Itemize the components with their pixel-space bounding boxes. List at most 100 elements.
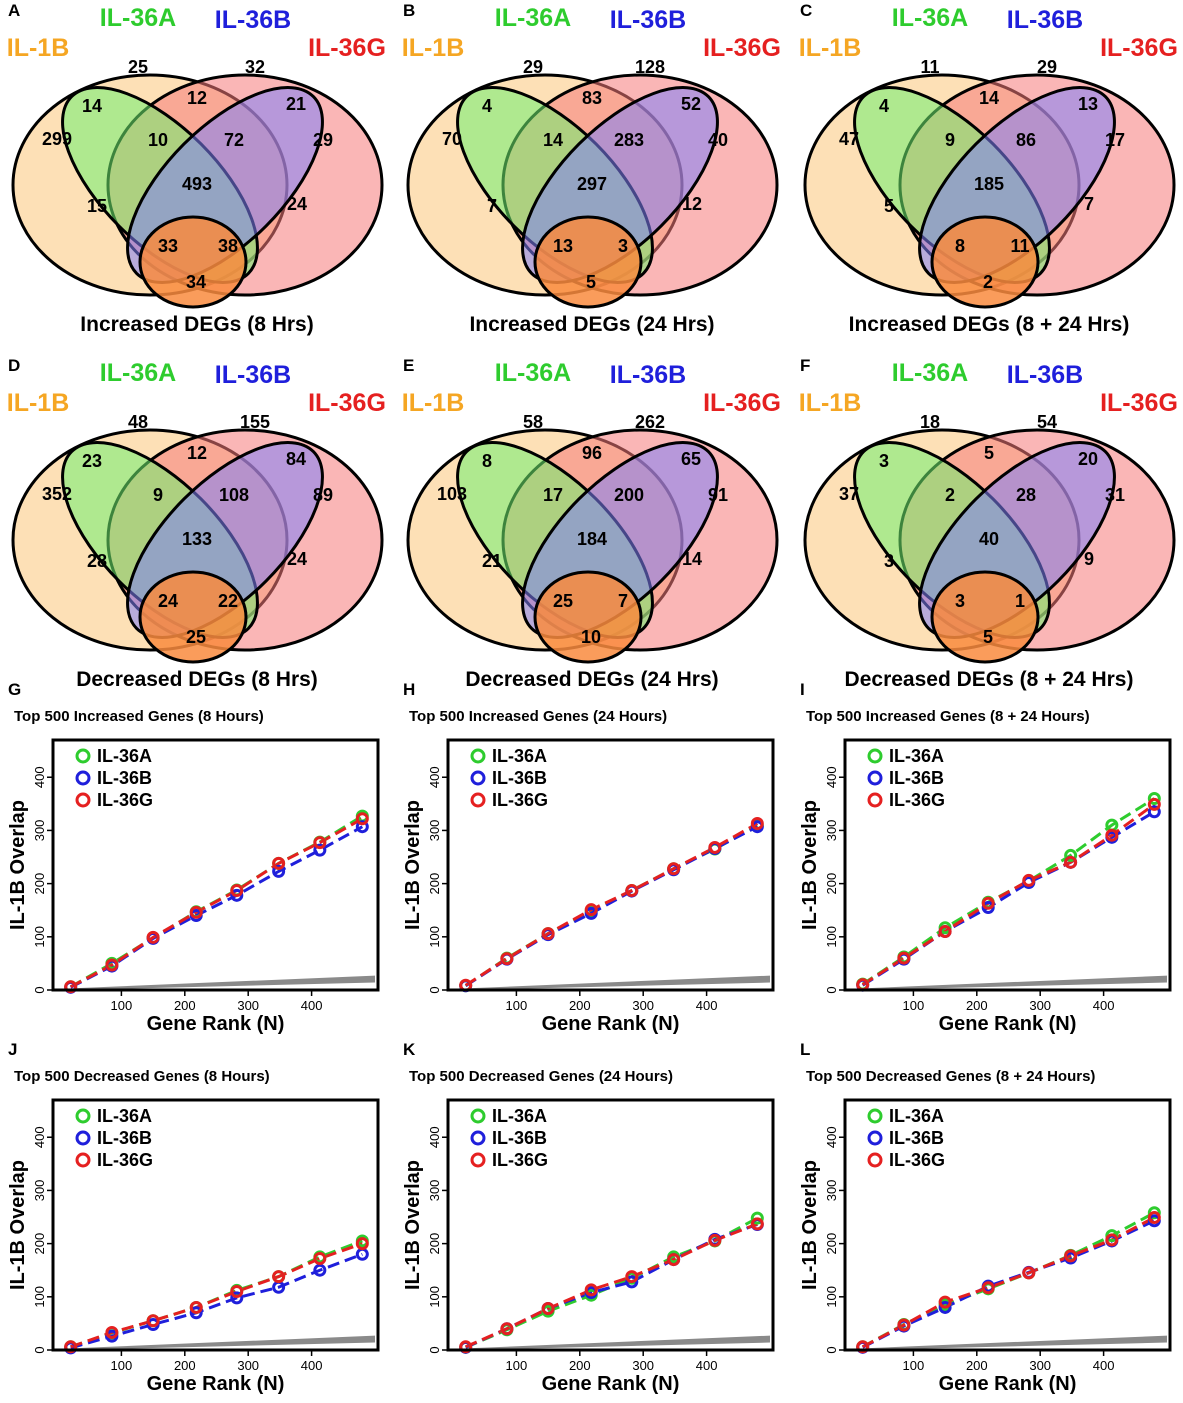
y-axis-label: IL-1B Overlap: [7, 800, 29, 930]
venn-region-abd: 22: [218, 591, 238, 611]
null-band: [862, 975, 1167, 990]
venn-region-bd: 12: [682, 194, 702, 214]
venn-region-abcd: 493: [182, 174, 212, 194]
venn-region-ad: 25: [186, 627, 206, 647]
null-band: [465, 975, 770, 990]
plot-title: Top 500 Increased Genes (24 Hours): [409, 708, 667, 725]
venn-region-acd: 33: [158, 236, 178, 256]
venn-region-abc: 14: [543, 130, 563, 150]
venn-region-abc: 9: [945, 130, 955, 150]
venn-region-cd: 84: [286, 449, 306, 469]
data-point-il-36g: [189, 1300, 203, 1314]
data-point-il-36g: [981, 896, 995, 910]
venn-region-ad: 5: [586, 272, 596, 292]
y-axis-label: IL-1B Overlap: [7, 1160, 29, 1290]
venn-region-acd: 3: [955, 591, 965, 611]
x-tick-label: 400: [696, 998, 718, 1013]
venn-region-d: 89: [313, 485, 333, 505]
data-point-il-36b: [313, 843, 327, 857]
data-point-il-36g: [938, 1295, 952, 1309]
line-panel-G: G Top 500 Increased Genes (8 Hours) 100 200…: [7, 680, 380, 1035]
data-point-il-36g: [459, 1340, 473, 1354]
data-point-il-36g: [981, 1281, 995, 1295]
venn-panel-D: D IL-1B IL-36A IL-36B IL-36G 352 48 155 89 23 12 84…: [7, 356, 386, 691]
x-axis-label: Gene Rank (N): [147, 1373, 285, 1395]
plot-frame: [446, 738, 775, 992]
plot-frame: [51, 1098, 380, 1352]
legend-marker-il-36b: [75, 770, 91, 786]
venn-region-b: 25: [128, 57, 148, 77]
data-point-il-36g: [1022, 873, 1036, 887]
legend-label: IL-36G: [97, 1150, 153, 1170]
venn-region-bcd: 72: [224, 130, 244, 150]
x-tick-label: 400: [696, 1358, 718, 1373]
venn-ellipse-o: [138, 570, 248, 664]
data-point-il-36g: [146, 930, 160, 944]
venn-region-acd: 8: [955, 236, 965, 256]
venn-region-abcd: 40: [979, 529, 999, 549]
y-tick-label: 0: [32, 1346, 47, 1353]
legend-label: IL-36A: [889, 1106, 944, 1126]
y-tick-label: 400: [427, 1126, 442, 1148]
venn-region-abc: 9: [153, 485, 163, 505]
venn-region-abd: 1: [1015, 591, 1025, 611]
legend-marker-il-36a: [867, 1108, 883, 1124]
set-name-d: IL-36G: [1100, 34, 1178, 62]
legend-marker-il-36a: [867, 748, 883, 764]
series-line-il-36g: [70, 1242, 363, 1349]
venn-title: Decreased DEGs (24 Hrs): [465, 668, 718, 691]
venn-region-acd: 25: [553, 591, 573, 611]
data-point-il-36g: [105, 1325, 119, 1339]
panel-label: L: [800, 1040, 810, 1059]
venn-region-cd: 65: [681, 449, 701, 469]
set-name-a: IL-1B: [799, 34, 862, 62]
data-point-il-36b: [272, 864, 286, 878]
venn-region-ad: 2: [983, 272, 993, 292]
data-point-il-36g: [105, 958, 119, 972]
data-point-il-36g: [897, 1318, 911, 1332]
data-point-il-36g: [1105, 828, 1119, 842]
plot-frame: [51, 738, 380, 992]
set-name-c: IL-36B: [215, 6, 291, 34]
venn-region-ab: 4: [482, 96, 492, 116]
legend-label: IL-36A: [492, 746, 547, 766]
venn-region-cd: 20: [1078, 449, 1098, 469]
x-tick-label: 300: [632, 998, 654, 1013]
venn-region-bd: 14: [682, 549, 702, 569]
venn-region-c: 128: [635, 57, 665, 77]
legend-label: IL-36A: [492, 1106, 547, 1126]
venn-region-bc: 12: [187, 443, 207, 463]
x-tick-label: 100: [506, 1358, 528, 1373]
venn-region-abc: 10: [148, 130, 168, 150]
venn-region-abcd: 297: [577, 174, 607, 194]
venn-ellipse-o: [930, 570, 1040, 664]
data-point-il-36g: [230, 884, 244, 898]
x-tick-label: 100: [111, 1358, 133, 1373]
data-point-il-36g: [750, 817, 764, 831]
x-tick-label: 400: [1093, 1358, 1115, 1373]
data-point-il-36g: [938, 924, 952, 938]
data-point-il-36a: [750, 1211, 764, 1225]
venn-region-ad: 34: [186, 272, 206, 292]
legend-label: IL-36G: [889, 790, 945, 810]
venn-region-bc: 83: [582, 88, 602, 108]
venn-panel-B: B IL-1B IL-36A IL-36B IL-36G 70 29 128 40 4 83 52 5 7…: [402, 1, 781, 336]
legend-label: IL-36B: [97, 768, 152, 788]
venn-region-b: 29: [523, 57, 543, 77]
y-tick-label: 0: [427, 1346, 442, 1353]
legend-marker-il-36a: [75, 748, 91, 764]
venn-region-ac: 3: [884, 551, 894, 571]
venn-region-bd: 7: [1084, 194, 1094, 214]
venn-title: Increased DEGs (24 Hrs): [469, 313, 714, 336]
x-tick-label: 300: [632, 1358, 654, 1373]
venn-region-ac: 7: [487, 196, 497, 216]
venn-region-b: 11: [920, 57, 939, 77]
y-tick-label: 400: [32, 766, 47, 788]
venn-region-abc: 2: [945, 485, 955, 505]
y-tick-label: 100: [427, 1286, 442, 1308]
plot-title: Top 500 Increased Genes (8 Hours): [14, 708, 264, 725]
venn-region-abc: 17: [543, 485, 563, 505]
data-point-il-36g: [272, 1270, 286, 1284]
